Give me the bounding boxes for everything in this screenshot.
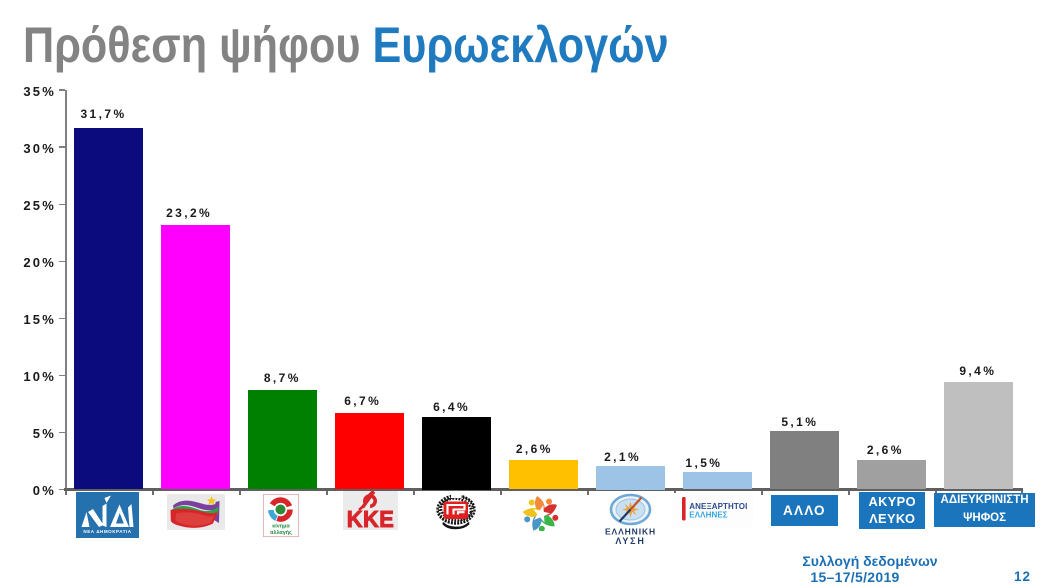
svg-text:KKE: KKE <box>346 506 394 530</box>
svg-text:ΑΝΕΞΑΡΤΗΤΟΙ: ΑΝΕΞΑΡΤΗΤΟΙ <box>689 502 747 511</box>
svg-text:κίνημα: κίνημα <box>272 524 290 530</box>
svg-text:ΕΛΛΗΝΙΚΗ: ΕΛΛΗΝΙΚΗ <box>605 527 656 537</box>
svg-text:ΛΥΣΗ: ΛΥΣΗ <box>615 536 645 546</box>
svg-text:αλλαγής: αλλαγής <box>270 530 292 536</box>
svg-text:ΕΛΛΗΝΕΣ: ΕΛΛΗΝΕΣ <box>689 510 727 519</box>
svg-text:ΝΕΑ ΔΗΜΟΚΡΑΤΙΑ: ΝΕΑ ΔΗΜΟΚΡΑΤΙΑ <box>83 530 131 535</box>
